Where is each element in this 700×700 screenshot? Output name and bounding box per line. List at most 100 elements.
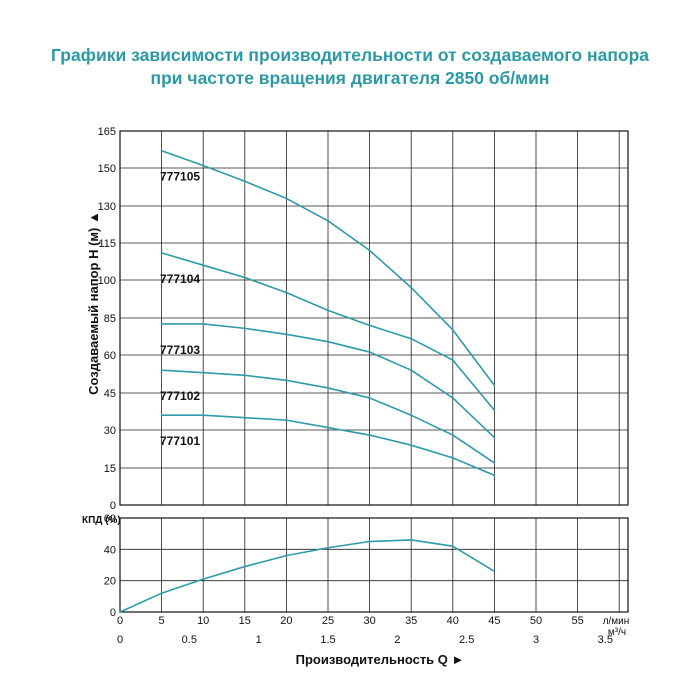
head-point-777104: [368, 324, 371, 327]
eff-plot-frame: [119, 517, 629, 613]
head-point-777101: [410, 444, 413, 447]
head-point-777101: [285, 419, 288, 422]
head-point-777102: [327, 387, 329, 389]
head-point-777102: [243, 374, 246, 377]
y-axis-title: Создаваемый напор H (м) ▲: [86, 211, 101, 395]
head-y-tick-label: 85: [104, 313, 116, 325]
head-point-777101: [160, 414, 163, 417]
series-label-777101: 777101: [160, 434, 200, 448]
x-tick-label-m3h: 1: [256, 634, 262, 646]
x-tick-label-m3h: 3.5: [598, 634, 613, 646]
head-point-777102: [202, 371, 205, 374]
x-tick-label-lpm: 0: [117, 615, 123, 627]
head-point-777103: [160, 323, 163, 325]
head-point-777105: [451, 328, 454, 331]
x-tick-label-m3h: 0: [117, 634, 123, 646]
eff-y-tick-label: 20: [104, 576, 116, 588]
head-point-777104: [493, 409, 496, 412]
efficiency-point: [119, 611, 121, 613]
head-point-777104: [285, 291, 288, 294]
head-y-tick-label: 150: [98, 163, 116, 175]
efficiency-point: [493, 570, 496, 573]
head-point-777105: [285, 197, 288, 200]
head-y-tick-label: 130: [98, 201, 116, 213]
head-point-777103: [368, 351, 371, 353]
head-point-777104: [451, 359, 454, 361]
head-y-tick-label: 115: [98, 238, 116, 250]
efficiency-point: [451, 545, 454, 548]
head-point-777103: [285, 333, 288, 336]
chart-title: Графики зависимости производительности о…: [0, 44, 700, 90]
head-point-777101: [202, 414, 205, 417]
head-point-777101: [243, 416, 246, 419]
chart-title-line-2: при частоте вращения двигателя 2850 об/м…: [150, 68, 550, 88]
head-point-777103: [327, 340, 329, 343]
head-point-777105: [243, 180, 246, 183]
x-tick-label-m3h: 2.5: [459, 634, 474, 646]
head-point-777105: [493, 384, 496, 387]
chart-title-line-1: Графики зависимости производительности о…: [51, 45, 649, 65]
head-point-777101: [451, 456, 454, 459]
series-label-777102: 777102: [160, 389, 200, 403]
head-y-tick-label: 30: [104, 425, 116, 437]
x-tick-label-lpm: 40: [447, 615, 459, 627]
head-y-tick-label: 100: [98, 275, 116, 287]
head-y-tick-label: 15: [104, 463, 116, 475]
x-tick-label-lpm: 50: [530, 615, 542, 627]
head-point-777103: [451, 397, 454, 399]
efficiency-point: [368, 540, 371, 543]
head-y-tick-label: 45: [104, 388, 116, 400]
x-tick-label-lpm: 45: [488, 615, 500, 627]
x-tick-label-m3h: 3: [533, 634, 539, 646]
head-point-777101: [327, 426, 329, 429]
series-label-777105: 777105: [160, 170, 200, 184]
head-point-777102: [160, 369, 163, 372]
x-tick-label-lpm: 10: [197, 615, 209, 627]
head-point-777103: [202, 323, 205, 325]
x-axis-title: Производительность Q ►: [296, 652, 465, 667]
head-point-777105: [327, 219, 329, 222]
x-tick-label-lpm: 35: [405, 615, 417, 627]
x-tick-label-lpm: 25: [322, 615, 334, 627]
eff-y-tick-label: 40: [104, 544, 116, 556]
head-point-777103: [410, 369, 413, 372]
head-point-777103: [493, 436, 496, 439]
head-point-777102: [285, 379, 288, 382]
head-point-777104: [160, 251, 163, 254]
x-tick-label-lpm: 15: [239, 615, 251, 627]
efficiency-point: [327, 546, 329, 549]
head-point-777103: [243, 327, 246, 330]
series-label-777103: 777103: [160, 343, 200, 357]
efficiency-point: [285, 554, 288, 557]
head-point-777104: [327, 309, 329, 312]
head-y-tick-label: 60: [104, 350, 116, 362]
head-point-777105: [368, 249, 371, 252]
head-y-tick-label: 165: [98, 126, 116, 138]
x-unit-lpm: л/мин: [603, 616, 630, 627]
x-tick-label-m3h: 2: [394, 634, 400, 646]
head-point-777102: [451, 434, 454, 436]
x-tick-label-lpm: 55: [571, 615, 583, 627]
head-point-777105: [410, 286, 413, 289]
head-point-777102: [493, 462, 496, 464]
efficiency-point: [243, 565, 246, 568]
head-point-777101: [493, 474, 496, 477]
x-tick-label-lpm: 30: [363, 615, 375, 627]
eff-y-axis-title: КПД (%): [82, 515, 121, 526]
head-plot-frame: [119, 130, 629, 506]
efficiency-curve: [119, 539, 495, 613]
head-point-777104: [243, 276, 246, 279]
x-tick-label-lpm: 20: [280, 615, 292, 627]
x-tick-label-lpm: 5: [159, 615, 165, 627]
efficiency-point: [410, 539, 413, 541]
head-point-777101: [368, 434, 371, 436]
head-flow-plot: 0 15 30 45 60 85 100 115 130 150 165 777105 777104 77…: [98, 126, 629, 512]
series-label-777104: 777104: [160, 272, 200, 286]
x-tick-label-m3h: 1.5: [320, 634, 335, 646]
head-y-tick-label: 0: [110, 500, 116, 512]
head-point-777105: [160, 149, 163, 152]
x-unit-m3h: м³/ч: [608, 627, 626, 638]
